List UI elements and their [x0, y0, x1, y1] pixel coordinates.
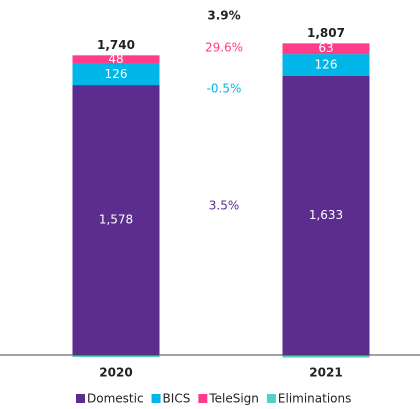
legend-label: BICS	[163, 392, 191, 406]
annotation: 3.9%	[207, 9, 240, 23]
total-label: 1,807	[307, 26, 345, 40]
legend-swatch	[198, 394, 208, 403]
data-label: 1,578	[99, 213, 133, 227]
total-label: 1,740	[97, 38, 135, 52]
annotation: 3.5%	[209, 199, 240, 213]
legend-swatch	[151, 394, 161, 403]
x-tick-label: 2020	[99, 366, 132, 380]
data-label: 48	[108, 52, 123, 66]
bar-segment	[72, 85, 160, 355]
legend-swatch	[266, 394, 276, 403]
legend-swatch	[76, 394, 85, 403]
data-label: 126	[315, 57, 338, 71]
bar-segment	[282, 75, 370, 355]
annotation: 29.6%	[205, 41, 243, 55]
bar-segment	[282, 43, 370, 55]
legend-label: Eliminations	[278, 392, 351, 406]
legend-label: Domestic	[87, 392, 144, 406]
bar-segment	[282, 355, 370, 358]
x-tick-label: 2021	[309, 366, 342, 380]
data-label: 1,633	[309, 208, 343, 222]
bar-segment	[72, 63, 160, 86]
bar-segment	[72, 355, 160, 358]
data-label: 63	[318, 41, 333, 55]
legend-label: TeleSign	[208, 392, 259, 406]
annotation: -0.5%	[207, 82, 242, 96]
data-label: 126	[105, 67, 128, 81]
bar-segment	[282, 54, 370, 76]
bar-segment	[72, 55, 160, 64]
